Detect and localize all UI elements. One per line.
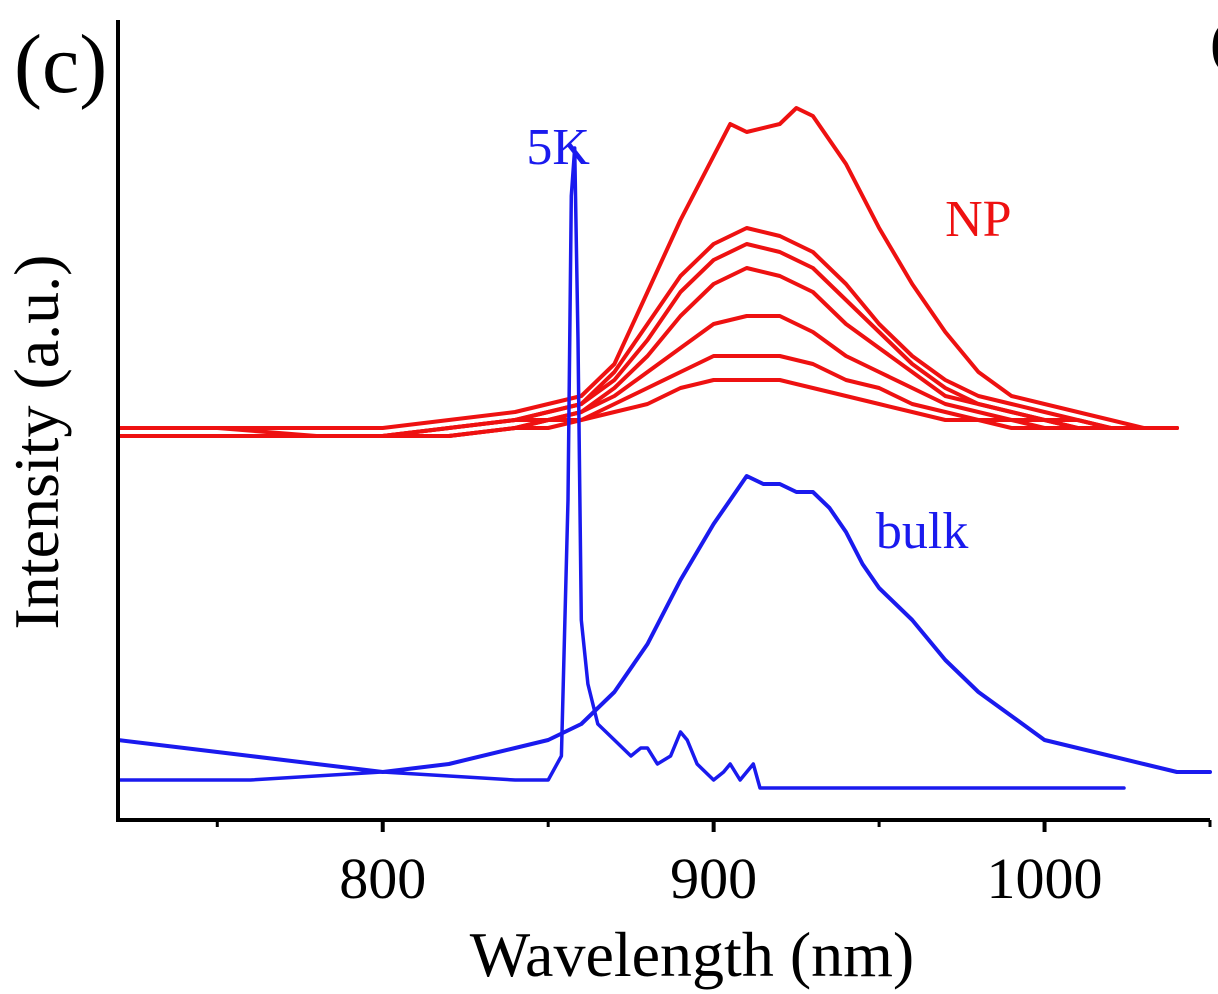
x-tick-label: 1000 [987, 846, 1103, 911]
edge-panel-label-fragment: ( [1210, 9, 1218, 75]
x-axis-label: Wavelength (nm) [470, 919, 914, 990]
annotations: 5K NP bulk [526, 119, 1011, 560]
series-np-line-5 [116, 314, 1179, 438]
series-layer [116, 106, 1212, 790]
annotation-bulk: bulk [876, 503, 968, 560]
x-tick-label: 900 [670, 846, 757, 911]
annotation-5k: 5K [526, 119, 590, 176]
annotation-np: NP [945, 191, 1011, 248]
y-axis-label: Intensity (a.u.) [1, 255, 72, 630]
axes: 800 900 1000 [116, 20, 1212, 911]
series-bulk-line-8 [116, 474, 1212, 774]
series-np-line-7 [116, 378, 1179, 438]
x-ticks: 800 900 1000 [215, 820, 1212, 911]
series-np-line-1 [116, 106, 1179, 430]
panel-label: (c) [14, 18, 107, 111]
series-5k-line-9 [116, 146, 1126, 790]
x-tick-label: 800 [339, 846, 426, 911]
